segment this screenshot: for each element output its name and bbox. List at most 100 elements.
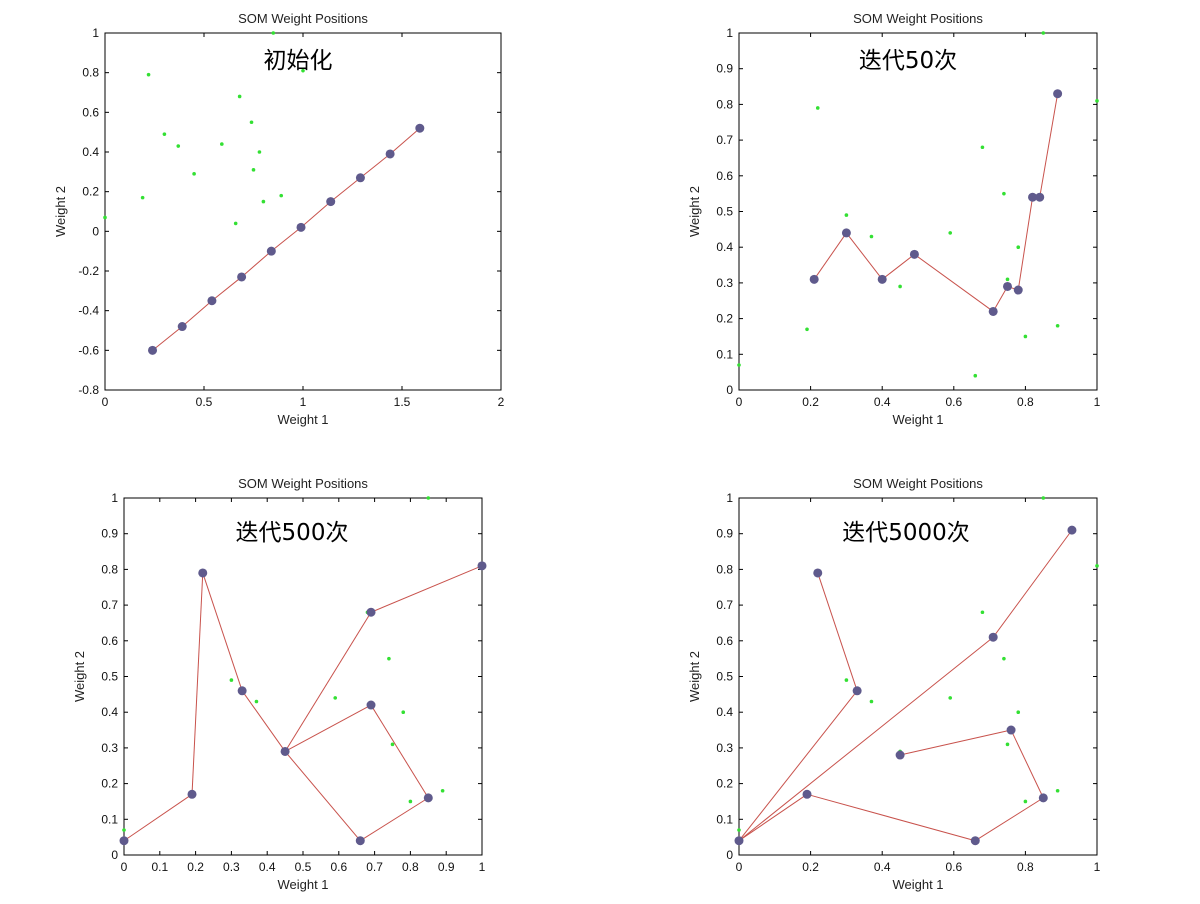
neuron-link: [1039, 93, 1059, 198]
sample-point: [1002, 191, 1006, 196]
neuron-link: [370, 565, 483, 613]
sample-point: [408, 799, 413, 804]
iteration-label: 迭代50次: [859, 48, 957, 74]
y-tick-label: 0: [92, 224, 99, 238]
x-tick-label: 0.8: [1017, 395, 1034, 409]
sample-point: [815, 106, 820, 110]
y-axis-label: Weight 2: [687, 186, 702, 237]
sample-point: [401, 710, 406, 714]
y-tick-label: -0.8: [78, 383, 99, 397]
y-tick-label: 0.1: [716, 812, 733, 826]
y-tick-label: 0.5: [101, 670, 118, 684]
chart-title: SOM Weight Positions: [853, 476, 983, 491]
neuron-link: [360, 153, 391, 179]
y-tick-label: 1: [726, 26, 733, 40]
neuron-node: [1053, 89, 1063, 99]
y-tick-label: 0.4: [716, 705, 733, 719]
neuron-node: [119, 836, 129, 846]
y-tick-label: -0.6: [78, 343, 99, 357]
neuron-link: [914, 253, 994, 312]
sample-point: [146, 72, 151, 77]
neuron-node: [355, 173, 365, 183]
sample-point: [1002, 656, 1006, 661]
neuron-link: [202, 572, 243, 691]
x-axis-label: Weight 1: [277, 877, 328, 892]
sample-point: [237, 94, 242, 99]
plot-data: [734, 496, 1099, 846]
neuron-link: [271, 226, 302, 252]
chart-title: SOM Weight Positions: [853, 11, 983, 26]
neuron-link: [975, 797, 1044, 842]
neuron-node: [385, 149, 395, 159]
sample-point: [387, 656, 391, 661]
neuron-link: [241, 250, 272, 278]
x-tick-label: 0.4: [874, 395, 891, 409]
neuron-node: [841, 228, 851, 238]
x-tick-label: 0.5: [196, 395, 213, 409]
sample-point: [279, 193, 284, 198]
sample-point: [254, 699, 259, 704]
x-tick-label: 1: [300, 395, 307, 409]
iteration-label: 迭代500次: [236, 520, 349, 546]
sample-point: [844, 678, 849, 682]
neuron-link: [992, 529, 1073, 638]
plot-data: [103, 31, 425, 355]
neuron-node: [477, 561, 487, 571]
y-tick-label: 0.7: [716, 133, 733, 147]
neuron-link: [738, 690, 858, 842]
y-tick-label: 0: [726, 383, 733, 397]
sample-point: [1005, 277, 1010, 282]
neuron-link: [123, 793, 193, 842]
sample-point: [440, 788, 445, 793]
neuron-link: [806, 793, 976, 842]
y-axis-label: Weight 2: [72, 651, 87, 702]
y-tick-label: 0.4: [82, 145, 99, 159]
neuron-link: [389, 127, 421, 155]
neuron-node: [1028, 192, 1038, 202]
x-tick-label: 0: [736, 395, 743, 409]
neuron-node: [355, 836, 365, 846]
x-tick-label: 0.9: [438, 860, 455, 874]
chart-panel-4: 0 0.2 0.4 0.6 0.8 1 0 0.1 0.2 0.3 0.4 0.5 0.6 0.7 0.8 0…: [687, 476, 1101, 892]
x-tick-label: 0.2: [187, 860, 204, 874]
neuron-node: [970, 836, 980, 846]
neuron-node: [802, 789, 812, 799]
x-tick-label: 0.6: [945, 395, 962, 409]
sample-point: [737, 363, 741, 367]
sample-point: [1016, 245, 1021, 249]
sample-point: [1095, 99, 1099, 103]
neuron-node: [187, 789, 197, 799]
neuron-link: [152, 326, 183, 351]
y-tick-label: 0.9: [716, 527, 733, 541]
sample-point: [257, 150, 262, 154]
sample-point: [251, 168, 256, 172]
y-tick-label: 0.8: [716, 562, 733, 576]
x-tick-label: 0.2: [802, 395, 819, 409]
x-tick-label: 0.3: [223, 860, 240, 874]
sample-point: [271, 31, 276, 35]
sample-point: [229, 678, 234, 682]
sample-point: [333, 696, 338, 700]
y-tick-label: -0.4: [78, 304, 99, 318]
neuron-link: [813, 232, 847, 280]
neuron-node: [895, 750, 905, 760]
sample-point: [898, 284, 902, 289]
iteration-label: 初始化: [264, 48, 333, 74]
neuron-node: [1067, 525, 1077, 535]
plot-data: [119, 496, 487, 846]
y-tick-label: 0.7: [716, 598, 733, 612]
neuron-link: [181, 300, 213, 327]
neuron-link: [284, 751, 361, 842]
y-tick-label: 0.9: [101, 527, 118, 541]
y-tick-label: 0.7: [101, 598, 118, 612]
neuron-link: [370, 704, 429, 799]
x-axis-label: Weight 1: [892, 412, 943, 427]
plot-frame: [104, 32, 502, 391]
neuron-link: [330, 177, 361, 202]
iteration-label: 迭代5000次: [842, 520, 970, 546]
x-axis-label: Weight 1: [277, 412, 328, 427]
neuron-node: [148, 345, 158, 355]
neuron-link: [738, 793, 808, 842]
y-tick-label: 0.3: [716, 741, 733, 755]
